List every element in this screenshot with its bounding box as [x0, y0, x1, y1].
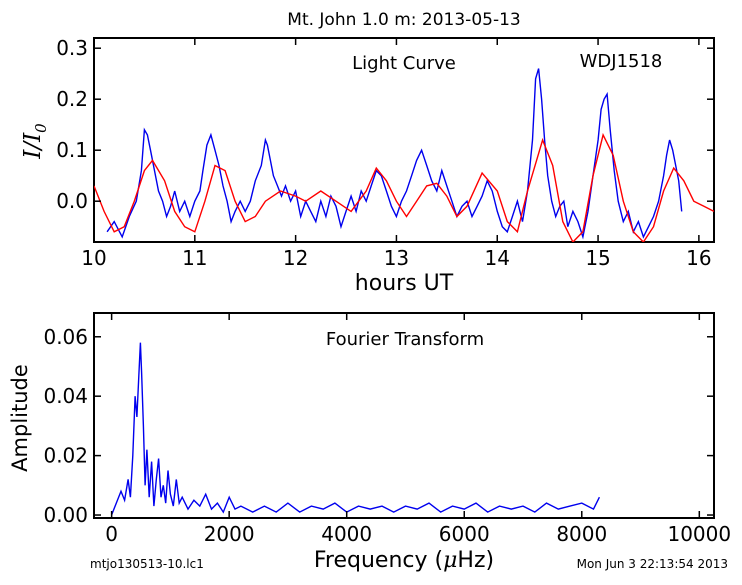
fourier-xlabel-start: Frequency (: [314, 548, 443, 573]
light-curve-ytick-label: 0.3: [56, 36, 88, 60]
figure-title: Mt. John 1.0 m: 2013-05-13: [287, 10, 520, 30]
fourier-ytick-label: 0.00: [43, 503, 88, 527]
light-curve-xlabel: hours UT: [355, 271, 454, 296]
light-curve-frame: [93, 37, 715, 243]
light-curve-xtick-label: 10: [81, 246, 106, 270]
fourier-xtick-label: 8000: [556, 522, 607, 546]
fourier-panel: 0 2000 4000 6000 8000 10000 0.00 0.02 0.04 0.06 F…: [8, 312, 731, 573]
light-curve-ylabel-main: I/I: [20, 132, 46, 160]
fourier-xlabel: Frequency (μHz): [314, 548, 494, 573]
fourier-ytick-label: 0.02: [43, 444, 88, 468]
light-curve-ytick-label: 0.1: [56, 138, 88, 162]
light-curve-xtick-label: 14: [485, 246, 510, 270]
light-curve-series-1-line: [94, 132, 714, 242]
fourier-xtick-label: 0: [105, 522, 118, 546]
footer-timestamp: Mon Jun 3 22:13:54 2013: [577, 557, 728, 571]
fourier-ytick-label: 0.04: [43, 384, 88, 408]
fourier-xtick-label: 10000: [667, 522, 731, 546]
light-curve-xtick-label: 15: [585, 246, 610, 270]
light-curve-series-0-line: [106, 68, 683, 240]
light-curve-ytick-label: 0.2: [56, 87, 88, 111]
fourier-xtick-label: 4000: [321, 522, 372, 546]
light-curve-ytick-label: 0.0: [56, 189, 88, 213]
light-curve-xtick-label: 12: [283, 246, 308, 270]
light-curve-xtick-label: 11: [182, 246, 207, 270]
light-curve-panel: 10 11 12 13 14 15 16 0.0 0.1 0.2 0.3 Light Curve W…: [20, 36, 715, 296]
fourier-xtick-label: 6000: [439, 522, 490, 546]
light-curve-label: Light Curve: [352, 53, 456, 74]
fourier-xtick-label: 2000: [204, 522, 255, 546]
fourier-frame: [93, 312, 715, 519]
light-curve-ylabel-sub: 0: [32, 123, 50, 133]
fourier-ytick-label: 0.06: [43, 325, 88, 349]
fourier-label: Fourier Transform: [326, 329, 484, 350]
footer-filename: mtjo130513-10.lc1: [90, 557, 204, 571]
target-name-label: WDJ1518: [580, 51, 663, 72]
fourier-series-0-line: [110, 342, 601, 516]
light-curve-ylabel: I/I0: [20, 123, 50, 160]
fourier-xlabel-end: Hz): [457, 548, 494, 573]
light-curve-xtick-label: 13: [384, 246, 409, 270]
fourier-ylabel: Amplitude: [8, 364, 32, 472]
fourier-xlabel-mu: μ: [443, 548, 457, 573]
light-curve-xtick-label: 16: [686, 246, 711, 270]
